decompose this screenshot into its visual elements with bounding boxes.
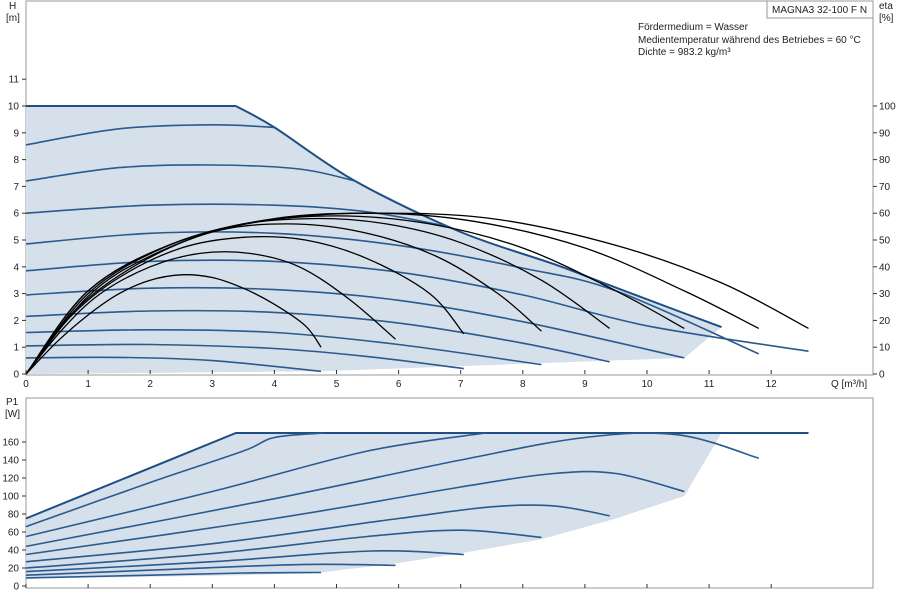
y-tick-label-p1: 140 — [2, 456, 19, 467]
x-tick-label: 2 — [147, 379, 153, 390]
info-density: Dichte = 983.2 kg/m³ — [638, 47, 731, 58]
efficiency-curve-3 — [25, 235, 465, 375]
x-tick-label: 4 — [272, 379, 278, 390]
y-tick-label-h: 3 — [13, 289, 19, 300]
y-axis-label-p1: P1 — [6, 397, 19, 408]
y-tick-label-p1: 60 — [8, 528, 20, 539]
efficiency-curve-2 — [25, 251, 396, 375]
y-axis-unit-h: [m] — [6, 13, 20, 24]
x-tick-label: 7 — [458, 379, 464, 390]
efficiency-curve-8 — [25, 212, 809, 375]
head-curve-5 — [25, 259, 809, 352]
y-tick-label-eta: 10 — [879, 343, 891, 354]
y-tick-label-h: 9 — [13, 128, 19, 139]
y-tick-label-h: 1 — [13, 343, 19, 354]
y-tick-label-p1: 80 — [8, 510, 20, 521]
y-tick-label-eta: 100 — [879, 102, 896, 113]
y-tick-label-h: 11 — [9, 75, 20, 86]
x-tick-label: 11 — [704, 379, 715, 390]
power-curve-3 — [25, 432, 486, 538]
y-tick-label-p1: 160 — [2, 438, 19, 449]
model-label: MAGNA3 32-100 F N — [772, 5, 867, 16]
efficiency-curve-4 — [25, 223, 542, 375]
y-axis-unit-eta: [%] — [879, 13, 894, 24]
head-curve-3 — [25, 203, 449, 228]
x-tick-label: 6 — [396, 379, 402, 390]
info-medium: Fördermedium = Wasser — [638, 22, 749, 33]
efficiency-curve-5 — [25, 217, 611, 375]
y-tick-label-p1: 100 — [2, 492, 19, 503]
max-head-boundary — [235, 105, 722, 329]
y-tick-label-eta: 40 — [879, 262, 891, 273]
x-tick-label: 0 — [23, 379, 29, 390]
y-tick-label-eta: 20 — [879, 316, 891, 327]
head-curve-7 — [25, 309, 610, 363]
y-tick-label-h: 0 — [13, 370, 19, 381]
info-temperature: Medientemperatur während des Betriebes =… — [638, 35, 861, 46]
x-tick-label: 5 — [334, 379, 340, 390]
power-curve-10 — [25, 571, 322, 579]
x-tick-label: 8 — [520, 379, 526, 390]
power-curve-5 — [25, 470, 685, 556]
power-curve-9 — [25, 563, 396, 576]
y-tick-label-h: 4 — [13, 262, 19, 273]
x-axis-label-q: Q [m³/h] — [831, 379, 867, 390]
x-tick-label: 1 — [85, 379, 91, 390]
y-tick-label-p1: 120 — [2, 474, 19, 485]
y-axis-label-h: H — [9, 1, 16, 12]
y-tick-label-p1: 20 — [8, 564, 20, 575]
power-curve-8 — [25, 550, 464, 573]
y-tick-label-h: 10 — [8, 102, 20, 113]
x-tick-label: 12 — [766, 379, 778, 390]
head-curve-2 — [25, 164, 356, 182]
y-tick-label-eta: 90 — [879, 128, 891, 139]
power-curve-4 — [25, 432, 760, 548]
y-tick-label-eta: 50 — [879, 236, 891, 247]
y-tick-label-p1: 40 — [8, 546, 20, 557]
head-curve-9 — [25, 343, 464, 370]
head-curve-8 — [25, 328, 542, 366]
efficiency-curve-6 — [25, 215, 685, 375]
x-tick-label: 10 — [641, 379, 653, 390]
x-tick-label: 3 — [210, 379, 216, 390]
efficiency-curve-1 — [25, 274, 322, 375]
y-tick-label-h: 6 — [13, 209, 19, 220]
y-tick-label-h: 8 — [13, 155, 19, 166]
y-tick-label-eta: 80 — [879, 155, 891, 166]
power-operating-area — [26, 433, 722, 579]
y-tick-label-h: 7 — [13, 182, 19, 193]
y-axis-label-eta: eta — [879, 1, 893, 12]
y-tick-label-eta: 60 — [879, 209, 891, 220]
power-curve-6 — [25, 504, 610, 563]
y-tick-label-eta: 30 — [879, 289, 891, 300]
head-operating-area — [26, 106, 722, 374]
model-label-box — [766, 0, 874, 19]
y-tick-label-eta: 70 — [879, 182, 891, 193]
head-curve-1 — [25, 123, 275, 146]
power-curve-2 — [25, 432, 325, 528]
y-tick-label-h: 2 — [13, 316, 19, 327]
y-tick-label-eta: 0 — [879, 370, 885, 381]
head-curve-10 — [25, 356, 322, 373]
power-curve-7 — [25, 529, 542, 569]
y-axis-unit-p1: [W] — [5, 409, 20, 420]
y-tick-label-h: 5 — [13, 236, 19, 247]
power-curve-1 — [25, 432, 809, 520]
y-tick-label-p1: 0 — [13, 582, 19, 593]
x-tick-label: 9 — [582, 379, 588, 390]
